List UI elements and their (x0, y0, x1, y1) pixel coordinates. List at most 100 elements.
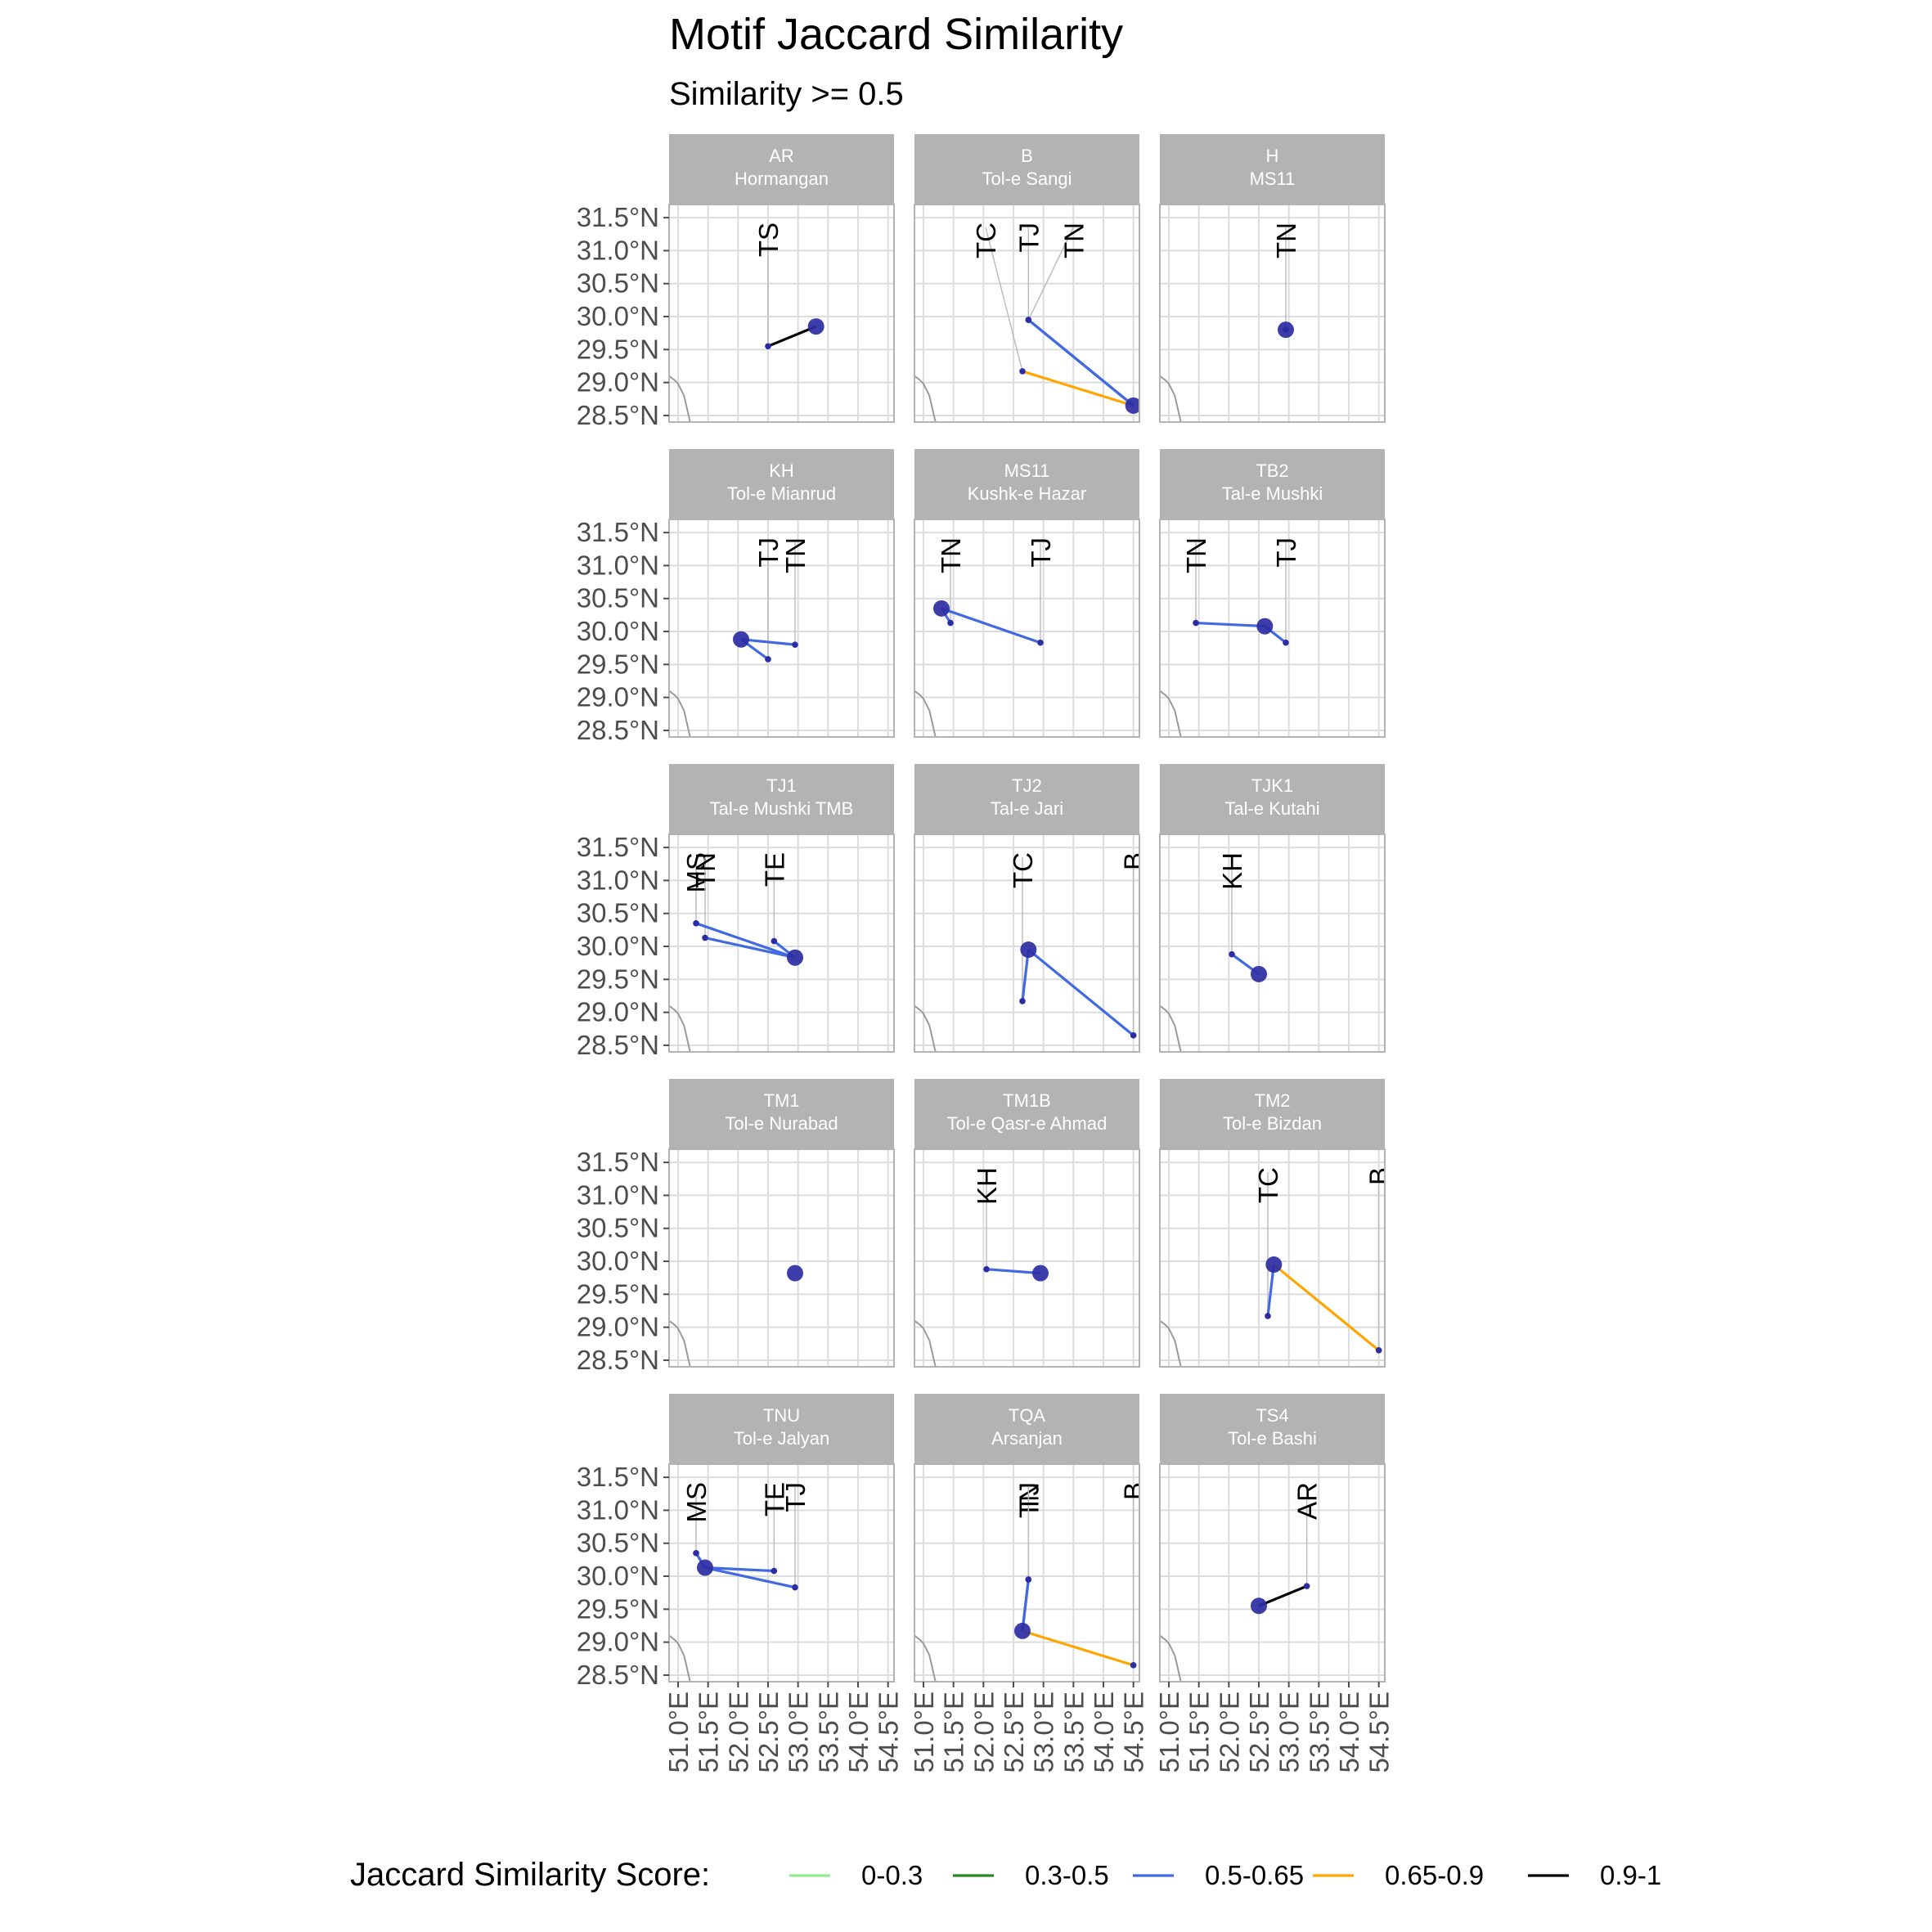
focal-site-point (787, 1265, 803, 1282)
y-tick-label: 30.5°N (577, 898, 659, 928)
strip-background (669, 764, 894, 834)
x-tick-label: 51.5°E (939, 1692, 969, 1772)
neighbor-point (1130, 1662, 1137, 1669)
strip-site-name: Kushk-e Hazar (968, 483, 1087, 504)
coastline (669, 1634, 691, 1682)
coastline (914, 1004, 937, 1052)
strip-background (669, 1394, 894, 1464)
label-leader-line (985, 227, 1023, 372)
strip-site-name: Tol-e Sangi (982, 168, 1072, 189)
focal-site-point (1251, 1597, 1267, 1615)
focal-site-point (1032, 1265, 1049, 1282)
x-tick-label: 54.5°E (1364, 1692, 1395, 1772)
strip-site-code: H (1266, 146, 1279, 166)
y-tick-label: 29.5°N (577, 964, 659, 994)
y-tick-label: 31.0°N (577, 1494, 659, 1525)
similarity-edge (740, 638, 796, 646)
focal-site-point (787, 949, 803, 966)
y-tick-label: 28.5°N (577, 1660, 659, 1690)
strip-site-code: AR (769, 146, 794, 166)
y-tick-label: 31.0°N (577, 865, 659, 895)
y-tick-label: 29.5°N (577, 334, 659, 364)
strip-site-name: Tal-e Mushki (1222, 483, 1323, 504)
x-tick-label: 51.0°E (663, 1692, 694, 1772)
strip-background (1160, 449, 1385, 519)
x-tick-label: 54.0°E (1334, 1692, 1364, 1772)
site-label: TJ (780, 1482, 811, 1512)
focal-site-point (1251, 965, 1267, 982)
strip-site-name: Tal-e Mushki TMB (710, 798, 854, 819)
panel-border (1159, 833, 1386, 1053)
site-label: TN (1058, 222, 1089, 258)
focal-site-point (807, 318, 824, 335)
focal-site-point (1020, 941, 1037, 959)
panel-border (914, 519, 1140, 738)
y-tick-label: 31.5°N (577, 202, 659, 232)
y-tick-label: 28.5°N (577, 1030, 659, 1060)
strip-site-code: MS11 (1004, 461, 1050, 481)
site-label: B (1119, 852, 1149, 870)
neighbor-point (1375, 1347, 1382, 1354)
neighbor-point (693, 1550, 699, 1557)
strip-site-name: Tal-e Jari (991, 798, 1063, 819)
y-tick-label: 30.5°N (577, 583, 659, 613)
panel-plot-area: TS (669, 204, 894, 422)
neighbor-point (702, 934, 708, 941)
site-label: B (1364, 1167, 1395, 1185)
coastline (669, 1319, 691, 1367)
panel-border (914, 1463, 1140, 1683)
neighbor-point (1193, 619, 1199, 627)
panel-border (1159, 1148, 1386, 1368)
y-tick-label: 29.0°N (577, 1627, 659, 1657)
site-label: MS (681, 1482, 712, 1523)
chart-title: Motif Jaccard Similarity (669, 10, 1123, 59)
y-tick-label: 30.5°N (577, 1528, 659, 1558)
coastline (914, 1319, 937, 1367)
strip-site-code: TB2 (1256, 461, 1288, 481)
x-tick-label: 52.5°E (753, 1692, 784, 1772)
site-label: TE (759, 1482, 789, 1516)
legend-label: 0.3-0.5 (1025, 1860, 1109, 1890)
y-tick-label: 30.0°N (577, 616, 659, 646)
panel-border (668, 519, 895, 738)
y-tick-label: 30.0°N (577, 1561, 659, 1591)
strip-site-name: MS11 (1250, 168, 1296, 189)
panel-background (1160, 204, 1385, 422)
legend-label: 0.65-0.9 (1385, 1860, 1484, 1890)
coastline (669, 1004, 691, 1052)
y-tick-label: 29.0°N (577, 1312, 659, 1342)
site-label: TN (780, 537, 811, 573)
y-tick-label: 31.5°N (577, 517, 659, 547)
neighbor-point (771, 937, 778, 945)
y-tick-label: 29.0°N (577, 682, 659, 712)
x-tick-label: 54.0°E (1089, 1692, 1119, 1772)
panel-border (914, 204, 1140, 423)
similarity-edge (767, 325, 817, 348)
neighbor-point (765, 343, 771, 350)
strip-site-name: Tol-e Qasr-e Ahmad (947, 1113, 1108, 1134)
strip-background (914, 449, 1139, 519)
neighbor-point (1037, 639, 1044, 646)
focal-site-point (1278, 321, 1294, 339)
y-tick-label: 28.5°N (577, 1345, 659, 1375)
panel-plot-area (669, 1149, 894, 1367)
coastline (1160, 690, 1182, 737)
panel-background (914, 204, 1139, 422)
neighbor-point (1019, 368, 1026, 375)
panel-plot-area: TC B (914, 834, 1149, 1052)
similarity-edge (1022, 1629, 1134, 1667)
site-label: TE (759, 852, 789, 887)
neighbor-point (1130, 1032, 1137, 1039)
y-tick-label: 28.5°N (577, 400, 659, 430)
site-label: TJ (753, 537, 784, 568)
neighbor-point (693, 920, 699, 927)
